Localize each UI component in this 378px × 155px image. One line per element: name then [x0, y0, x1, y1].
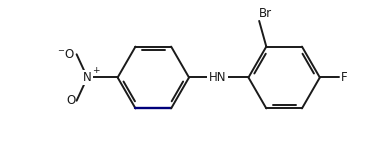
Text: F: F [341, 71, 347, 84]
Text: O: O [66, 94, 76, 107]
Text: HN: HN [209, 71, 226, 84]
Text: Br: Br [259, 7, 272, 20]
Text: +: + [91, 66, 99, 75]
Text: N: N [83, 71, 92, 84]
Text: $^{-}$O: $^{-}$O [57, 48, 76, 61]
